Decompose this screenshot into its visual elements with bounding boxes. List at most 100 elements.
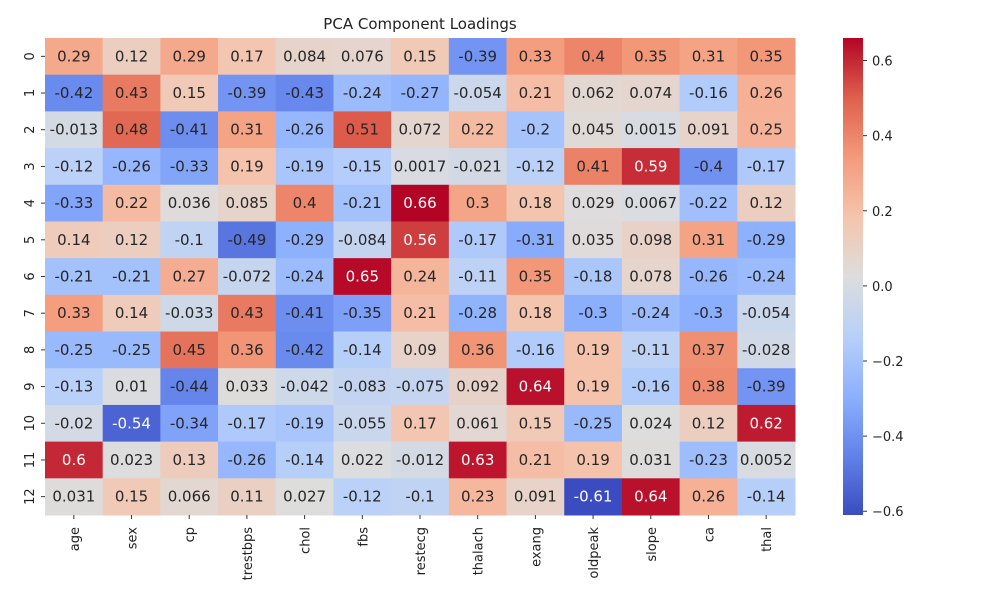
cell-value-label: -0.24: [285, 268, 324, 286]
colorbar-tick-label: −0.2: [872, 355, 904, 370]
cell-value-label: 0.15: [115, 488, 148, 506]
cell-value-label: 0.17: [403, 414, 436, 432]
heatmap-cell: [506, 404, 565, 443]
cell-value-label: -0.24: [747, 268, 786, 286]
cell-value-label: 0.59: [634, 157, 667, 175]
heatmap-cell: [160, 111, 219, 149]
heatmap-cell: [621, 221, 681, 259]
heatmap-cell: [218, 294, 277, 333]
cell-value-label: 0.35: [519, 268, 552, 286]
y-tick-label: 9: [23, 382, 38, 390]
heatmap-cell: [621, 331, 681, 369]
heatmap-cell: [333, 368, 392, 406]
cell-value-label: -0.25: [112, 341, 151, 359]
heatmap-cell: [621, 441, 681, 479]
cell-value-label: -0.23: [689, 451, 728, 469]
heatmap-cell: [506, 74, 565, 112]
cell-value-label: -0.054: [742, 304, 790, 322]
cell-value-label: 0.66: [403, 194, 436, 212]
heatmap-cell: [448, 38, 508, 76]
heatmap-cell: [275, 111, 334, 149]
cell-value-label: 0.43: [230, 304, 263, 322]
cell-value-label: 0.25: [749, 121, 782, 139]
heatmap-cell: [160, 404, 219, 443]
heatmap-cell: [102, 38, 161, 76]
heatmap-cell: [679, 184, 738, 222]
heatmap-cell: [218, 258, 277, 296]
heatmap-cell: [218, 368, 277, 406]
heatmap-cell: [448, 441, 508, 479]
cell-value-label: 0.19: [576, 341, 609, 359]
heatmap-cell: [218, 478, 277, 516]
cell-value-label: -0.33: [54, 194, 93, 212]
cell-value-label: -0.61: [574, 488, 613, 506]
heatmap-cell: [737, 331, 796, 369]
cell-value-label: -0.19: [285, 157, 324, 175]
heatmap-cell: [391, 294, 450, 333]
cell-value-label: 0.4: [293, 194, 317, 212]
colorbar-tick-label: 0.0: [872, 280, 893, 295]
cell-value-label: 0.12: [692, 414, 725, 432]
cell-value-label: -0.055: [338, 414, 386, 432]
cell-value-label: 0.024: [629, 414, 672, 432]
cell-value-label: 0.56: [403, 231, 436, 249]
x-tick-label: sex: [126, 527, 141, 550]
x-tick-label: slope: [645, 527, 660, 562]
cell-value-label: 0.38: [692, 378, 725, 396]
cell-value-label: -0.39: [458, 47, 497, 65]
heatmap-cell: [275, 74, 334, 112]
heatmap-cell: [275, 258, 334, 296]
cell-value-label: 0.6: [62, 451, 86, 469]
heatmap-cell: [564, 478, 623, 516]
cell-value-label: 0.091: [514, 488, 557, 506]
cell-value-label: -0.24: [343, 84, 382, 102]
heatmap-cell: [679, 294, 738, 333]
heatmap-cells: 0.29 0.12 0.29 0.17 0.084 0.076 0.15 -0.39 0.33 0…: [45, 38, 796, 516]
cell-value-label: 0.022: [341, 451, 384, 469]
cell-value-label: -0.12: [516, 157, 555, 175]
heatmap-cell: [564, 441, 623, 479]
heatmap-cell: [275, 368, 334, 406]
heatmap-cell: [160, 221, 219, 259]
cell-value-label: -0.11: [631, 341, 670, 359]
heatmap-cell: [102, 478, 161, 516]
heatmap-cell: [391, 74, 450, 112]
cell-value-label: 0.3: [466, 194, 490, 212]
x-tick-label: thal: [760, 527, 775, 552]
heatmap-cell: [737, 368, 796, 406]
heatmap-cell: [737, 148, 796, 186]
cell-value-label: -0.3: [578, 304, 607, 322]
cell-value-label: 0.19: [576, 451, 609, 469]
cell-value-label: 0.029: [572, 194, 615, 212]
heatmap-cell: [737, 221, 796, 259]
cell-value-label: -0.41: [170, 121, 209, 139]
colorbar-tick-label: −0.4: [872, 430, 904, 445]
y-tick-label: 3: [23, 162, 38, 170]
cell-value-label: 0.19: [230, 157, 263, 175]
heatmap-cell: [45, 441, 104, 479]
heatmap-cell: [737, 184, 796, 222]
x-tick-label: chol: [299, 527, 314, 554]
cell-value-label: -0.27: [401, 84, 440, 102]
y-tick-label: 4: [23, 199, 38, 207]
heatmap-cell: [391, 38, 450, 76]
heatmap-cell: [218, 148, 277, 186]
cell-value-label: -0.31: [516, 231, 555, 249]
cell-value-label: -0.3: [694, 304, 723, 322]
heatmap-cell: [448, 258, 508, 296]
cell-value-label: 0.045: [572, 121, 615, 139]
x-tick-label: restecg: [414, 527, 429, 575]
cell-value-label: 0.26: [749, 84, 782, 102]
cell-value-label: -0.39: [228, 84, 267, 102]
cell-value-label: -0.02: [54, 414, 93, 432]
colorbar-ticks: 0.6 0.4 0.2 0.0 −0.2 −0.4 −0.6: [863, 55, 904, 520]
heatmap-cell: [679, 331, 738, 369]
cell-value-label: 0.061: [456, 414, 499, 432]
cell-value-label: -0.41: [285, 304, 324, 322]
heatmap-cell: [564, 38, 623, 76]
heatmap-cell: [218, 441, 277, 479]
heatmap-cell: [333, 478, 392, 516]
heatmap-cell: [506, 258, 565, 296]
heatmap-cell: [218, 331, 277, 369]
